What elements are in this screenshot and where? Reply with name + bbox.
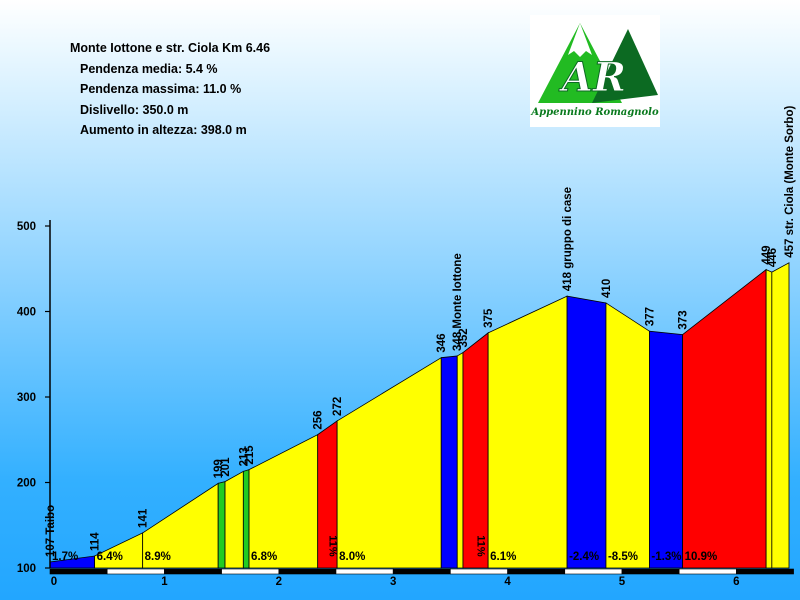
logo-caption: Appennino Romagnolo xyxy=(531,107,659,118)
profile-segment xyxy=(649,330,684,569)
point-label: 449 xyxy=(761,245,773,264)
grade-label: -1.3% xyxy=(651,551,681,563)
point-label: 457 str. Ciola (Monte Sorbo) xyxy=(784,106,796,258)
y-tick-label: 500 xyxy=(17,221,36,233)
point-label: 201 xyxy=(220,457,232,477)
grade-label: -8.5% xyxy=(608,551,638,563)
max-gradient: Pendenza massima: 11.0 % xyxy=(80,82,242,96)
grade-label: 1.7% xyxy=(52,551,78,563)
point-label: 346 xyxy=(436,333,448,352)
profile-segment xyxy=(566,295,607,569)
grade-label: 6.1% xyxy=(490,551,516,563)
grade-label: 11% xyxy=(326,535,338,557)
profile-segment xyxy=(682,268,767,569)
km-scale-bar xyxy=(450,568,508,575)
point-label: 213 xyxy=(238,447,250,466)
km-scale-bar xyxy=(106,568,165,575)
appennino-romagnolo-logo: AR Appennino Romagnolo xyxy=(530,15,660,127)
y-tick-label: 400 xyxy=(17,307,36,319)
km-scale-bar xyxy=(621,568,680,575)
profile-segment xyxy=(224,470,244,569)
profile-segment xyxy=(456,351,464,569)
point-label: 348 Monte Iottone xyxy=(452,253,464,351)
logo-letters: AR xyxy=(558,54,626,101)
y-tick-label: 200 xyxy=(17,478,36,490)
point-label: 446 xyxy=(767,248,779,267)
total-climb: Aumento in altezza: 398.0 m xyxy=(80,123,247,137)
grade-label: 8.9% xyxy=(145,551,171,563)
point-label: 410 xyxy=(601,279,613,298)
grade-label: 8.0% xyxy=(339,551,365,563)
grade-labels: 1.7% 6.4% 8.9% 6.8%11%8.0%11%6.1% -2.4% -8.5%… xyxy=(52,535,717,563)
x-tick-label: 0 xyxy=(51,576,57,588)
grade-label: -2.4% xyxy=(569,551,599,563)
point-label: 215 xyxy=(244,445,256,465)
logo-mountains-icon: AR xyxy=(538,23,658,103)
point-label: 418 gruppo di case xyxy=(562,187,574,291)
route-info-panel: Monte Iottone e str. Ciola Km 6.46 Pende… xyxy=(70,38,270,141)
km-scale-bar xyxy=(736,568,794,575)
grade-label: 6.4% xyxy=(97,551,123,563)
point-label: 107 Taibo xyxy=(45,505,57,557)
grade-label: 6.8% xyxy=(251,551,277,563)
profile-segment xyxy=(771,262,790,569)
profile-segment xyxy=(765,268,773,569)
km-scale-bar xyxy=(507,568,566,575)
point-label: 272 xyxy=(332,397,344,416)
profile-segment xyxy=(217,481,226,569)
elevation-difference: Dislivello: 350.0 m xyxy=(80,102,189,117)
km-scale-bar xyxy=(392,568,451,575)
profile-segment xyxy=(336,356,442,569)
point-label: 114 xyxy=(90,532,102,551)
grade-label: 10.9% xyxy=(685,551,718,563)
profile-segment xyxy=(487,295,568,569)
profile-segment xyxy=(248,433,319,569)
profile-segments xyxy=(49,262,790,569)
km-scale-bar xyxy=(278,568,337,575)
x-tick-label: 6 xyxy=(733,576,739,588)
km-scale-bar xyxy=(164,568,222,575)
profile-segment xyxy=(462,332,489,569)
chart-axes: 100 200 300 400 500 0 1 2 3 4 5 6 xyxy=(17,220,794,588)
km-scale-bar xyxy=(221,568,280,575)
profile-segment xyxy=(605,302,650,569)
y-tick-label: 100 xyxy=(17,563,36,575)
point-label: 377 xyxy=(644,307,656,326)
x-tick-label: 5 xyxy=(619,576,626,588)
profile-segment xyxy=(440,355,458,569)
point-label: 373 xyxy=(678,310,690,329)
y-tick-label: 300 xyxy=(17,392,36,404)
point-label: 199 xyxy=(213,459,225,478)
grade-label: 11% xyxy=(475,535,487,557)
point-label: 352 xyxy=(458,328,470,347)
km-scale-bar xyxy=(335,568,394,575)
point-label: 141 xyxy=(138,508,150,528)
average-gradient: Pendenza media: 5.4 % xyxy=(80,61,218,76)
point-label: 256 xyxy=(313,410,325,429)
route-title: Monte Iottone e str. Ciola Km 6.46 xyxy=(70,41,271,55)
x-tick-label: 2 xyxy=(276,576,282,588)
x-tick-label: 4 xyxy=(504,576,511,588)
x-tick-label: 1 xyxy=(161,576,168,588)
km-scale-bar xyxy=(678,568,737,575)
profile-segment xyxy=(242,469,250,569)
km-scale-bar xyxy=(564,568,623,575)
x-tick-label: 3 xyxy=(390,576,396,588)
km-scale-bar xyxy=(49,568,108,575)
point-label: 375 xyxy=(483,308,495,328)
